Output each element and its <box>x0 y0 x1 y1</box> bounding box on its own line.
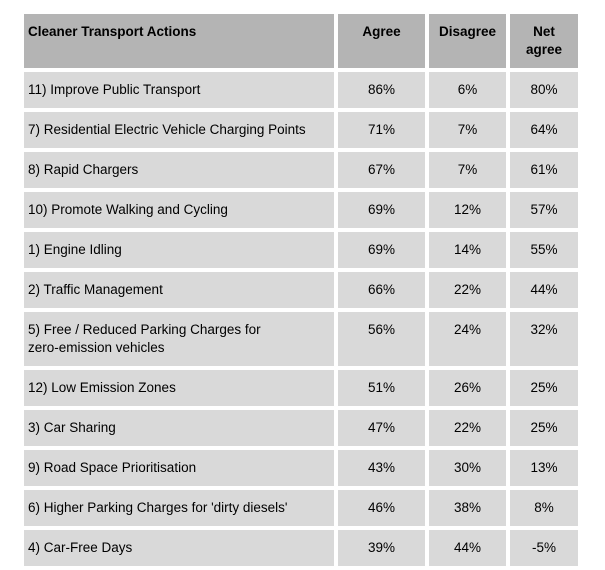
agree-cell: 51% <box>338 370 425 406</box>
net-agree-cell: 8% <box>510 490 578 526</box>
header-disagree: Disagree <box>429 14 506 68</box>
table-row: 9) Road Space Prioritisation 43% 30% 13% <box>24 450 578 486</box>
action-cell: 3) Car Sharing <box>24 410 334 446</box>
disagree-cell: 38% <box>429 490 506 526</box>
action-cell: 4) Car-Free Days <box>24 530 334 566</box>
action-cell: 11) Improve Public Transport <box>24 72 334 108</box>
header-agree: Agree <box>338 14 425 68</box>
agree-cell: 39% <box>338 530 425 566</box>
action-cell: 5) Free / Reduced Parking Charges for ze… <box>24 312 334 366</box>
agree-cell: 56% <box>338 312 425 366</box>
net-agree-cell: 13% <box>510 450 578 486</box>
action-cell: 1) Engine Idling <box>24 232 334 268</box>
disagree-cell: 26% <box>429 370 506 406</box>
cleaner-transport-actions-table: Cleaner Transport Actions Agree Disagree… <box>20 10 582 570</box>
table-row: 7) Residential Electric Vehicle Charging… <box>24 112 578 148</box>
action-cell: 2) Traffic Management <box>24 272 334 308</box>
action-cell: 7) Residential Electric Vehicle Charging… <box>24 112 334 148</box>
table-row: 11) Improve Public Transport 86% 6% 80% <box>24 72 578 108</box>
agree-cell: 67% <box>338 152 425 188</box>
table-row: 12) Low Emission Zones 51% 26% 25% <box>24 370 578 406</box>
disagree-cell: 22% <box>429 410 506 446</box>
disagree-cell: 30% <box>429 450 506 486</box>
net-agree-cell: 57% <box>510 192 578 228</box>
action-cell: 8) Rapid Chargers <box>24 152 334 188</box>
table-row: 6) Higher Parking Charges for 'dirty die… <box>24 490 578 526</box>
net-agree-cell: -5% <box>510 530 578 566</box>
net-agree-cell: 80% <box>510 72 578 108</box>
page: Cleaner Transport Actions Agree Disagree… <box>24 14 578 566</box>
disagree-cell: 14% <box>429 232 506 268</box>
disagree-cell: 7% <box>429 152 506 188</box>
disagree-cell: 24% <box>429 312 506 366</box>
action-cell: 10) Promote Walking and Cycling <box>24 192 334 228</box>
table-row: 5) Free / Reduced Parking Charges for ze… <box>24 312 578 366</box>
header-cleaner-transport-actions: Cleaner Transport Actions <box>24 14 334 68</box>
agree-cell: 69% <box>338 192 425 228</box>
net-agree-cell: 64% <box>510 112 578 148</box>
disagree-cell: 12% <box>429 192 506 228</box>
agree-cell: 47% <box>338 410 425 446</box>
disagree-cell: 6% <box>429 72 506 108</box>
disagree-cell: 22% <box>429 272 506 308</box>
net-agree-cell: 44% <box>510 272 578 308</box>
table-row: 2) Traffic Management 66% 22% 44% <box>24 272 578 308</box>
table-row: 10) Promote Walking and Cycling 69% 12% … <box>24 192 578 228</box>
table-row: 1) Engine Idling 69% 14% 55% <box>24 232 578 268</box>
net-agree-cell: 25% <box>510 410 578 446</box>
agree-cell: 66% <box>338 272 425 308</box>
agree-cell: 46% <box>338 490 425 526</box>
net-agree-cell: 25% <box>510 370 578 406</box>
table-row: 3) Car Sharing 47% 22% 25% <box>24 410 578 446</box>
agree-cell: 71% <box>338 112 425 148</box>
table-body: 11) Improve Public Transport 86% 6% 80% … <box>24 72 578 566</box>
net-agree-cell: 61% <box>510 152 578 188</box>
action-cell: 9) Road Space Prioritisation <box>24 450 334 486</box>
header-net-agree: Net agree <box>510 14 578 68</box>
net-agree-cell: 32% <box>510 312 578 366</box>
table-row: 4) Car-Free Days 39% 44% -5% <box>24 530 578 566</box>
action-cell: 12) Low Emission Zones <box>24 370 334 406</box>
agree-cell: 86% <box>338 72 425 108</box>
disagree-cell: 7% <box>429 112 506 148</box>
action-cell: 6) Higher Parking Charges for 'dirty die… <box>24 490 334 526</box>
net-agree-cell: 55% <box>510 232 578 268</box>
agree-cell: 69% <box>338 232 425 268</box>
table-row: 8) Rapid Chargers 67% 7% 61% <box>24 152 578 188</box>
agree-cell: 43% <box>338 450 425 486</box>
header-row: Cleaner Transport Actions Agree Disagree… <box>24 14 578 68</box>
disagree-cell: 44% <box>429 530 506 566</box>
